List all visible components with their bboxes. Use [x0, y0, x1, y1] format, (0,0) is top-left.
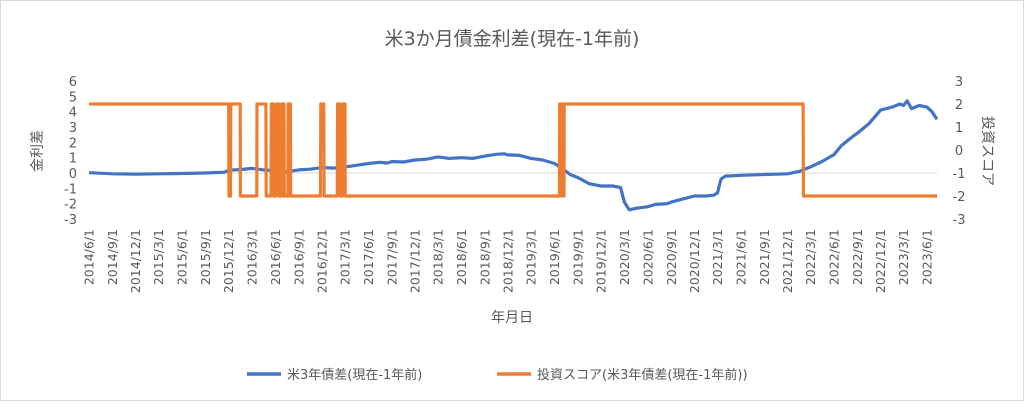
- x-tick-label: 2020/6/1: [640, 229, 655, 285]
- y-axis-right-label: 投資スコア: [979, 116, 995, 186]
- y-tick-left: 0: [69, 167, 77, 182]
- x-tick-label: 2023/6/1: [920, 229, 935, 285]
- x-tick-label: 2018/3/1: [431, 229, 446, 285]
- x-axis-label: 年月日: [491, 310, 533, 326]
- x-tick-label: 2015/3/1: [151, 229, 166, 285]
- x-tick-label: 2021/6/1: [733, 229, 748, 285]
- x-tick-label: 2022/12/1: [873, 229, 888, 293]
- x-tick-label: 2017/9/1: [384, 229, 399, 285]
- y-tick-left: 5: [69, 90, 77, 105]
- x-tick-label: 2022/9/1: [850, 229, 865, 285]
- y-tick-left: -2: [64, 198, 77, 213]
- y-tick-left: -1: [64, 182, 77, 197]
- y-tick-right: -1: [953, 167, 966, 182]
- x-tick-label: 2020/3/1: [617, 229, 632, 285]
- chart-title: 米3か月債金利差(現在-1年前): [385, 28, 640, 50]
- x-tick-label: 2019/6/1: [547, 229, 562, 285]
- x-tick-label: 2015/9/1: [198, 229, 213, 285]
- y-tick-right: 1: [955, 121, 963, 136]
- y-tick-right: 0: [955, 144, 963, 159]
- x-tick-label: 2021/9/1: [757, 229, 772, 285]
- x-tick-label: 2019/9/1: [571, 229, 586, 285]
- y-tick-left: 3: [69, 121, 77, 136]
- x-tick-label: 2016/3/1: [244, 229, 259, 285]
- x-tick-label: 2017/12/1: [408, 229, 423, 293]
- y-tick-left: -3: [64, 213, 77, 228]
- x-tick-label: 2022/3/1: [803, 229, 818, 285]
- x-tick-label: 2014/9/1: [105, 229, 120, 285]
- x-tick-label: 2020/12/1: [687, 229, 702, 293]
- y-tick-right: 2: [955, 98, 963, 113]
- legend-label-2: 投資スコア(米3年債差(現在-1年前)): [537, 367, 748, 383]
- x-tick-label: 2019/3/1: [524, 229, 539, 285]
- y-axis-left-label: 金利差: [30, 130, 46, 172]
- y-tick-left: 4: [69, 106, 77, 121]
- x-tick-label: 2014/6/1: [82, 229, 97, 285]
- y-tick-right: -3: [953, 213, 966, 228]
- x-tick-label: 2023/3/1: [896, 229, 911, 285]
- x-tick-label: 2019/12/1: [594, 229, 609, 293]
- x-tick-label: 2018/12/1: [501, 229, 516, 293]
- x-tick-label: 2014/12/1: [128, 229, 143, 293]
- legend-label-1: 米3年債差(現在-1年前): [287, 367, 422, 383]
- y-tick-left: 2: [69, 136, 77, 151]
- x-tick-label: 2021/12/1: [780, 229, 795, 293]
- series-line-1: [88, 99, 939, 212]
- x-tick-label: 2017/3/1: [337, 229, 352, 285]
- x-tick-label: 2015/12/1: [221, 229, 236, 293]
- x-tick-label: 2016/9/1: [291, 229, 306, 285]
- y-tick-left: 1: [69, 152, 77, 167]
- x-tick-label: 2015/6/1: [175, 229, 190, 285]
- series-line-2: [89, 102, 937, 198]
- x-tick-label: 2016/12/1: [315, 229, 330, 293]
- y-tick-left: 6: [69, 75, 77, 90]
- x-tick-label: 2016/6/1: [268, 229, 283, 285]
- x-tick-label: 2018/6/1: [454, 229, 469, 285]
- y-tick-right: -2: [953, 190, 966, 205]
- x-tick-label: 2022/6/1: [826, 229, 841, 285]
- x-tick-label: 2021/3/1: [710, 229, 725, 285]
- x-tick-label: 2020/9/1: [664, 229, 679, 285]
- x-tick-label: 2017/6/1: [361, 229, 376, 285]
- legend: 米3年債差(現在-1年前) 投資スコア(米3年債差(現在-1年前)): [247, 367, 748, 383]
- x-tick-label: 2018/9/1: [477, 229, 492, 285]
- y-tick-right: 3: [955, 75, 963, 90]
